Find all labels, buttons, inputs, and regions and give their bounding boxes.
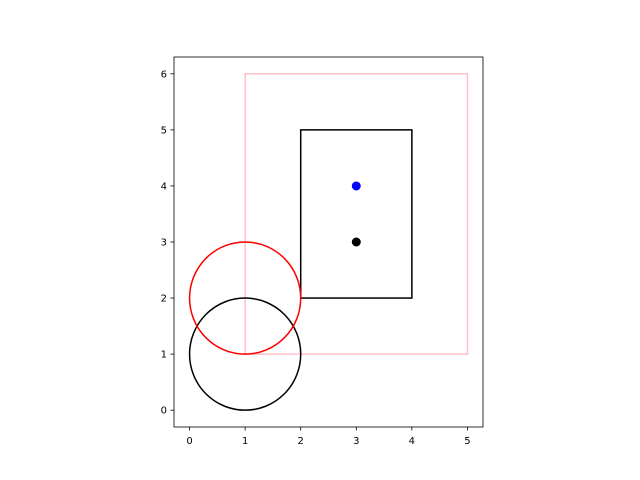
rectangle-1 xyxy=(299,129,413,299)
y-tick-label-5: 5 xyxy=(161,125,167,136)
y-tick-label-0: 0 xyxy=(161,406,167,417)
plot-area xyxy=(188,73,469,411)
x-tick-label-5: 5 xyxy=(464,436,470,447)
y-tick-label-6: 6 xyxy=(161,69,167,80)
x-tick-label-1: 1 xyxy=(242,436,248,447)
y-tick-label-4: 4 xyxy=(161,181,167,192)
axes: 0 1 2 3 4 5 0 1 2 3 4 5 6 xyxy=(161,56,484,447)
x-tick-label-4: 4 xyxy=(409,436,415,447)
circle-0 xyxy=(188,297,302,411)
y-tick-label-2: 2 xyxy=(161,294,167,305)
x-tick-label-0: 0 xyxy=(186,436,192,447)
y-tick-label-3: 3 xyxy=(161,238,167,249)
data-point-0 xyxy=(351,181,361,191)
x-tick-label-3: 3 xyxy=(353,436,359,447)
rectangle-0 xyxy=(244,73,469,355)
y-tick-label-1: 1 xyxy=(161,350,167,361)
data-point-1 xyxy=(351,237,361,247)
circle-1 xyxy=(188,241,302,355)
x-tick-label-2: 2 xyxy=(298,436,304,447)
